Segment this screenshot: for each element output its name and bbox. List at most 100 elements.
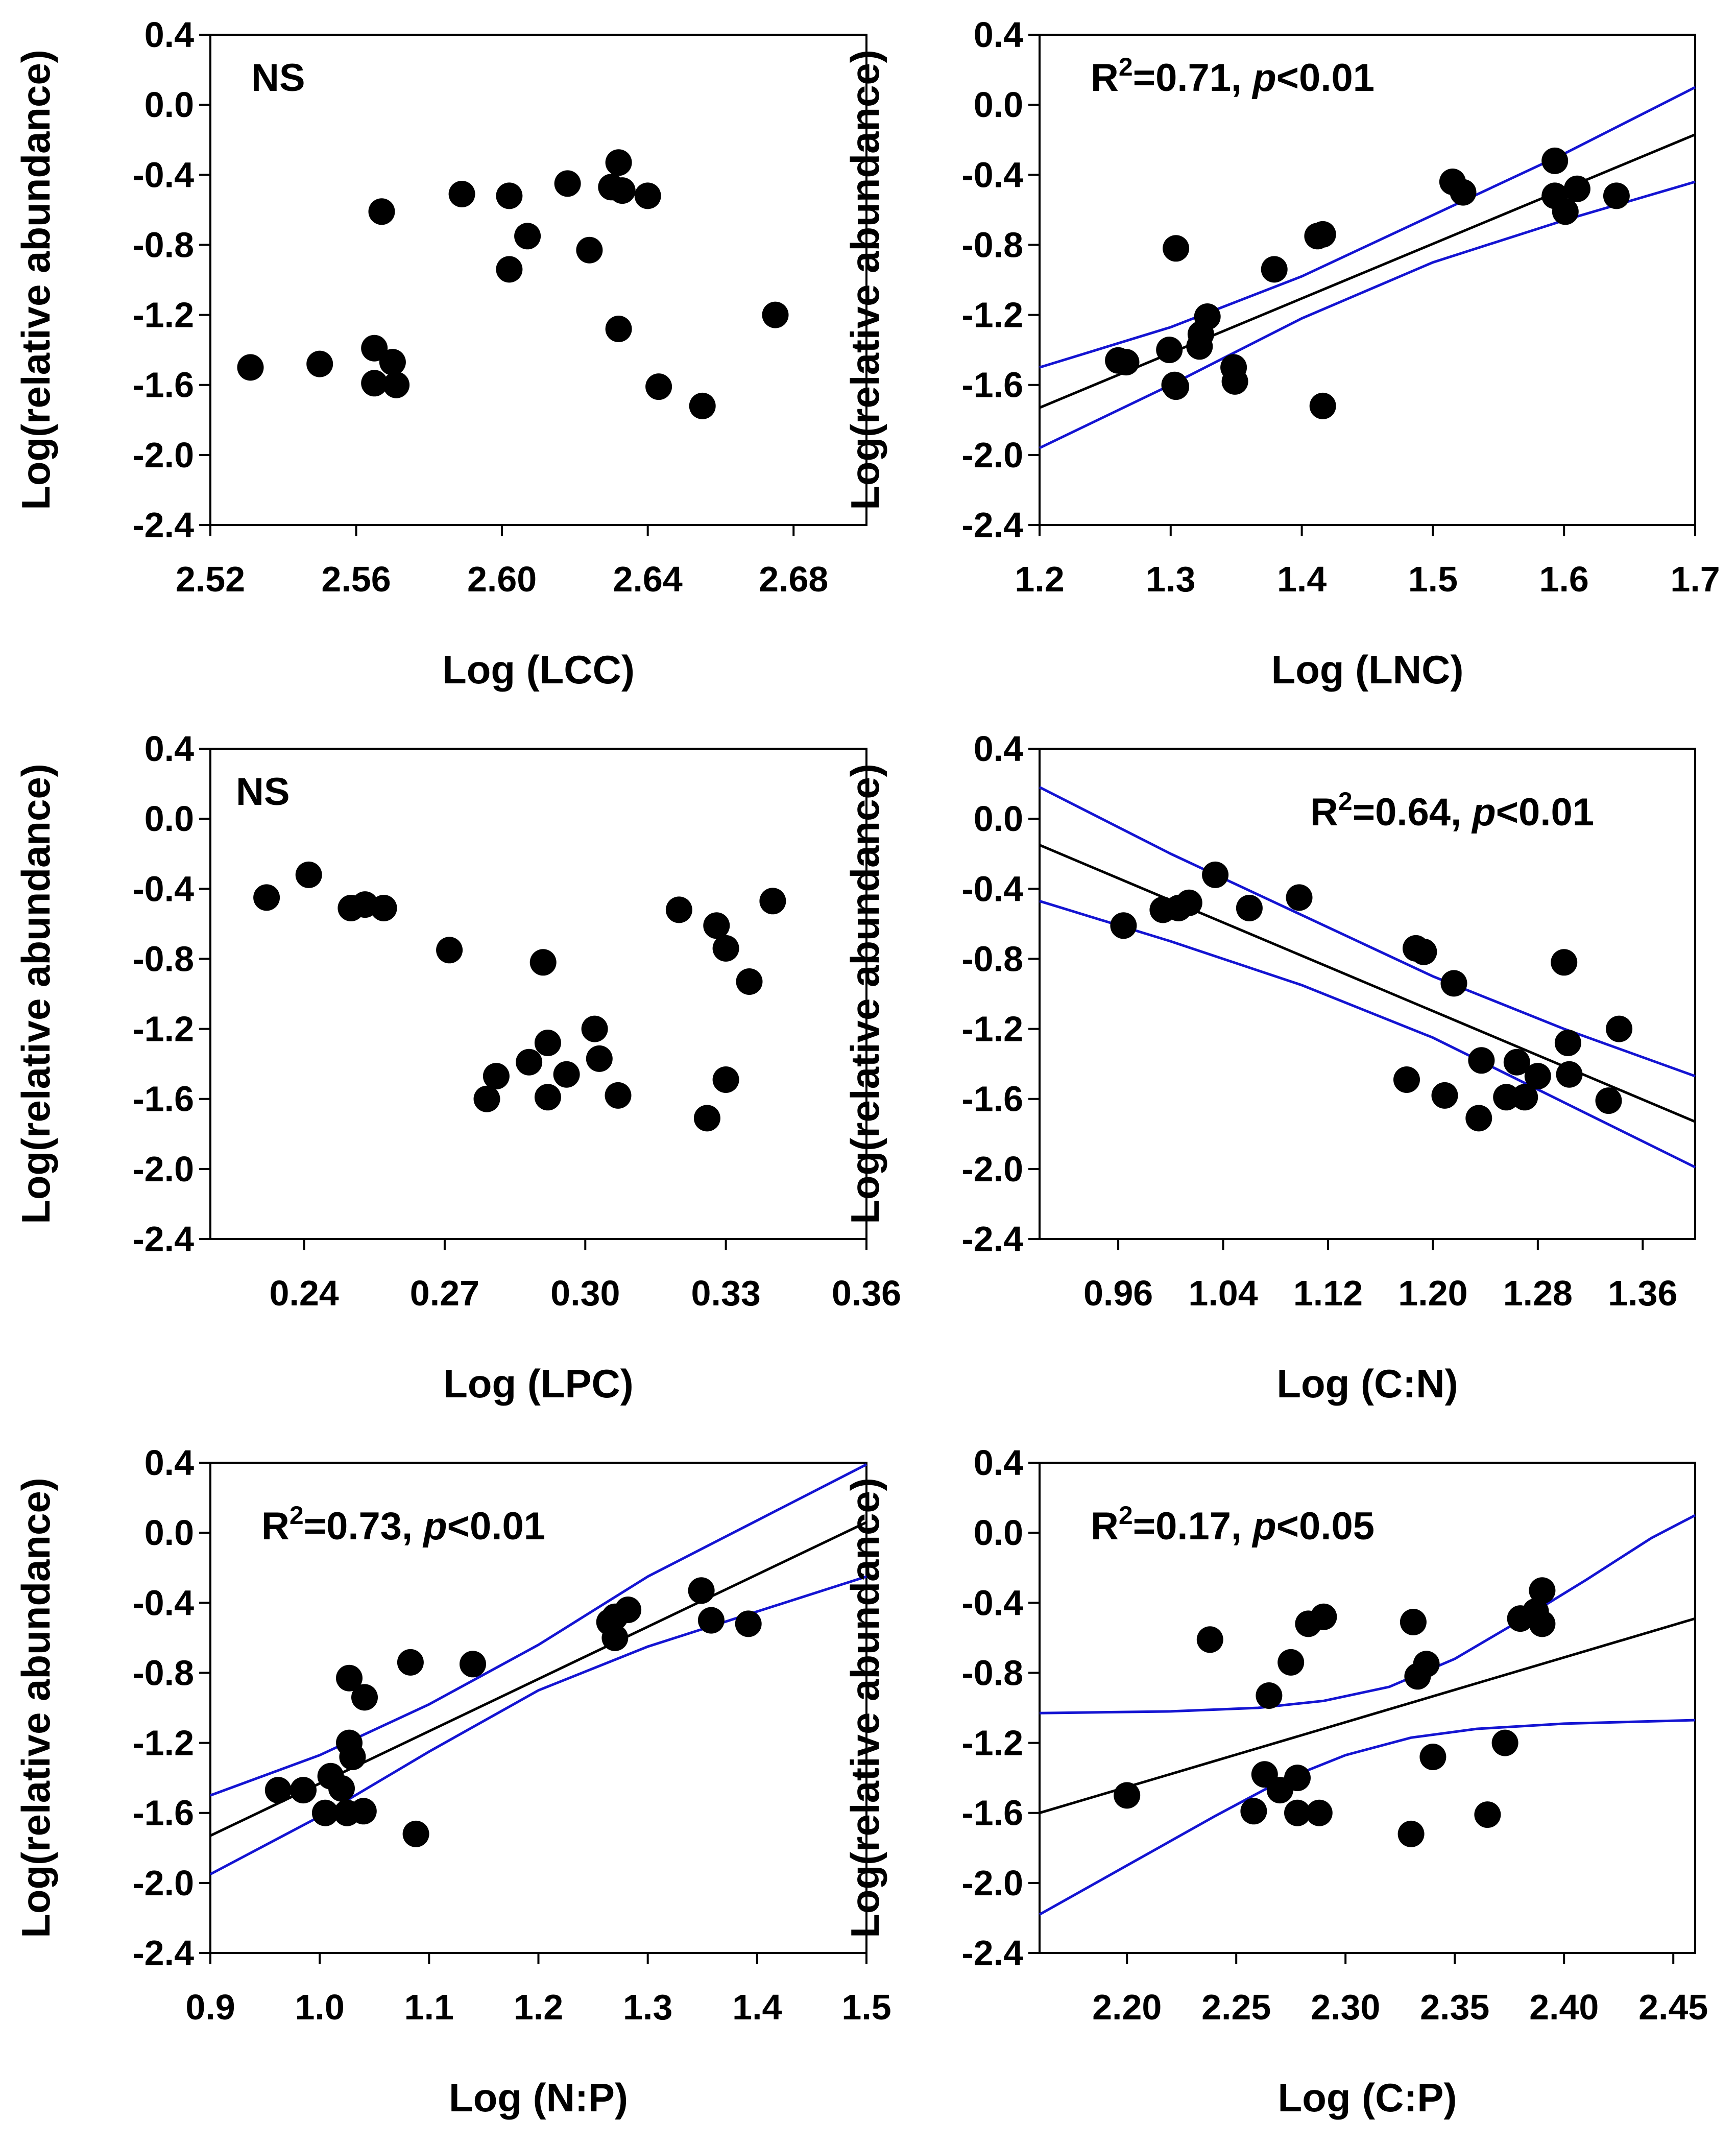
- data-point: [1419, 1744, 1446, 1770]
- y-tick-label: -1.6: [132, 365, 194, 405]
- data-point: [1310, 1603, 1337, 1630]
- data-point: [1202, 861, 1229, 888]
- data-point: [1410, 938, 1437, 965]
- r2-value: =0.71,: [1133, 56, 1253, 100]
- x-tick-label: 0.33: [691, 1273, 761, 1313]
- r2-prefix: R: [1091, 56, 1119, 100]
- y-tick-label: -0.4: [961, 869, 1023, 909]
- data-point: [1309, 221, 1336, 248]
- y-tick-label: -0.8: [961, 939, 1023, 979]
- data-point: [689, 392, 716, 419]
- y-tick-label: 0.4: [974, 15, 1023, 55]
- x-tick-label: 2.20: [1092, 1987, 1162, 2027]
- data-point: [264, 1777, 292, 1804]
- data-point: [1194, 303, 1221, 330]
- x-tick-label: 0.24: [269, 1273, 339, 1313]
- r2-superscript: 2: [1119, 53, 1133, 81]
- data-point: [1163, 373, 1190, 400]
- panel-lnc: 0.4 0.0 -0.4 -0.8 -1.2 -1.6 -2.0 -2.4 1.2 1.3 1.4 1…: [842, 15, 1720, 692]
- data-point: [1284, 1799, 1311, 1826]
- y-axis-label: Log(relative abundance): [842, 1478, 887, 1938]
- data-point: [350, 1798, 377, 1825]
- data-point: [1503, 1049, 1530, 1076]
- data-point: [496, 256, 523, 283]
- y-tick-label: 0.0: [144, 85, 194, 125]
- y-tick-label: -0.8: [961, 225, 1023, 265]
- data-point: [1261, 256, 1288, 283]
- data-point: [1400, 1609, 1427, 1635]
- data-point: [1196, 1626, 1223, 1653]
- data-point: [1277, 1649, 1305, 1676]
- x-tick-label: 1.36: [1608, 1273, 1677, 1313]
- data-point: [361, 370, 388, 397]
- confidence-band-upper: [210, 1463, 867, 1797]
- data-point: [496, 182, 523, 209]
- x-tick-label: 1.04: [1188, 1273, 1258, 1313]
- data-point: [351, 1684, 378, 1711]
- y-tick-label: 0.4: [144, 1443, 194, 1483]
- x-tick-label: 0.9: [185, 1987, 235, 2027]
- y-tick-label: 0.0: [144, 799, 194, 839]
- data-point: [1563, 175, 1590, 202]
- y-tick-label: 0.0: [974, 799, 1023, 839]
- x-tick-label: 2.56: [321, 559, 391, 599]
- data-point: [703, 912, 730, 939]
- data-point: [759, 888, 786, 915]
- y-tick-label: -1.2: [961, 295, 1023, 335]
- y-axis-label: Log(relative abundance): [842, 50, 887, 510]
- data-point: [581, 1015, 608, 1042]
- p-value: <0.01: [1276, 56, 1375, 100]
- panel-cn: 0.4 0.0 -0.4 -0.8 -1.2 -1.6 -2.0 -2.4 0.96 1.04 1.…: [842, 729, 1696, 1406]
- x-tick-label: 1.5: [1408, 559, 1458, 599]
- y-tick-label: -2.4: [961, 1933, 1023, 1973]
- x-axis-label: Log (LPC): [443, 1361, 634, 1406]
- r2-prefix: R: [1091, 1505, 1119, 1548]
- confidence-band-upper: [1039, 786, 1696, 1078]
- y-tick-label: -0.4: [132, 869, 194, 909]
- data-point: [615, 1597, 642, 1623]
- data-point: [762, 301, 789, 328]
- data-point: [473, 1085, 500, 1112]
- x-tick-label: 2.25: [1201, 1987, 1271, 2027]
- y-tick-label: -1.2: [961, 1723, 1023, 1763]
- data-point: [1110, 912, 1137, 939]
- data-point: [237, 354, 264, 381]
- plot-frame: [1039, 748, 1696, 1240]
- data-point: [1175, 889, 1202, 916]
- x-tick-label: 1.0: [295, 1987, 345, 2027]
- regression-line: [1039, 844, 1696, 1123]
- x-axis-label: Log (C:P): [1278, 2075, 1457, 2120]
- data-point: [306, 350, 333, 377]
- x-tick-label: 1.4: [1277, 559, 1327, 599]
- y-tick-label: -0.8: [132, 1653, 194, 1693]
- data-point: [534, 1084, 561, 1111]
- y-tick-label: -2.4: [961, 1219, 1023, 1259]
- x-tick-label: 0.36: [832, 1273, 901, 1313]
- data-point: [1221, 368, 1248, 395]
- data-point: [1603, 182, 1630, 209]
- data-point: [697, 1607, 725, 1634]
- data-point: [514, 223, 541, 250]
- y-tick-label: 0.0: [144, 1513, 194, 1553]
- r2-superscript: 2: [1338, 787, 1353, 816]
- r2-prefix: R: [261, 1505, 290, 1548]
- x-tick-label: 2.30: [1311, 1987, 1380, 2027]
- data-point: [1556, 1061, 1583, 1088]
- x-tick-label: 0.27: [410, 1273, 479, 1313]
- data-point: [336, 1664, 363, 1692]
- data-point: [634, 182, 661, 209]
- y-tick-label: -0.8: [132, 939, 194, 979]
- y-tick-label: -0.8: [132, 225, 194, 265]
- data-point: [553, 1061, 580, 1088]
- x-tick-label: 1.3: [623, 1987, 672, 2027]
- x-tick-label: 1.5: [841, 1987, 891, 2027]
- r2-value: =0.17,: [1133, 1505, 1253, 1548]
- data-point: [290, 1777, 317, 1804]
- y-tick-label: -0.4: [961, 1583, 1023, 1623]
- p-symbol: p: [1251, 1505, 1276, 1548]
- data-point: [1413, 1651, 1440, 1678]
- data-point: [1431, 1082, 1458, 1109]
- data-point: [1491, 1729, 1518, 1756]
- data-point: [397, 1649, 424, 1676]
